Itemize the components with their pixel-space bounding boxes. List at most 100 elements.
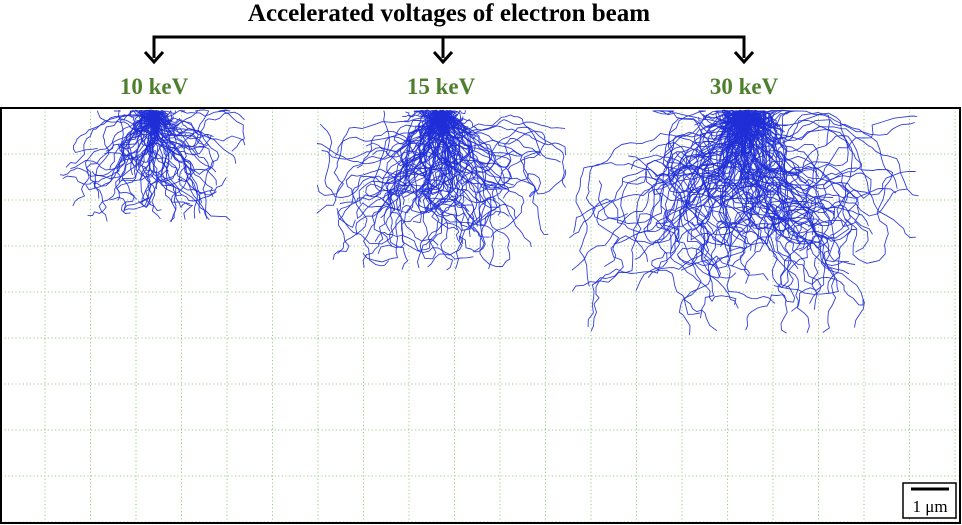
electron-trajectory-core bbox=[156, 112, 171, 126]
voltage-label-15kev: 15 keV bbox=[407, 74, 476, 99]
electron-trajectory bbox=[420, 111, 454, 271]
electron-trajectory-core bbox=[702, 112, 743, 124]
electron-trajectory bbox=[590, 111, 743, 332]
electron-trajectory bbox=[141, 111, 181, 208]
electron-trajectory-core bbox=[139, 112, 159, 135]
electron-trajectory-core bbox=[741, 112, 755, 141]
electron-trajectory bbox=[442, 111, 511, 267]
electron-trajectory bbox=[667, 111, 749, 269]
electron-trajectory-core bbox=[154, 112, 181, 127]
electron-trajectory bbox=[316, 111, 440, 165]
electron-trajectory-core bbox=[708, 112, 741, 141]
electron-trajectory-core bbox=[745, 111, 774, 120]
electron-trajectory-core bbox=[722, 109, 741, 121]
electron-trajectory bbox=[404, 111, 456, 195]
electron-trajectory-core bbox=[138, 109, 154, 132]
electron-trajectory-core bbox=[150, 110, 160, 123]
electron-trajectory-core bbox=[715, 109, 745, 123]
electron-trajectory bbox=[569, 111, 752, 239]
electron-trajectory-core bbox=[424, 112, 438, 140]
electron-trajectory bbox=[690, 111, 755, 247]
electron-trajectory bbox=[316, 111, 443, 196]
electron-trajectory bbox=[716, 111, 790, 304]
trajectory-cloud-30kev bbox=[569, 109, 919, 336]
electron-trajectory-core bbox=[438, 109, 459, 120]
electron-trajectory bbox=[321, 111, 439, 160]
electron-trajectory-core bbox=[441, 111, 456, 145]
bracket-line bbox=[152, 35, 746, 58]
electron-trajectory-core bbox=[431, 110, 442, 127]
electron-trajectory bbox=[744, 111, 849, 186]
electron-trajectory bbox=[677, 111, 748, 266]
electron-trajectory bbox=[413, 111, 464, 200]
electron-trajectory-core bbox=[719, 112, 745, 136]
arrow-head-left-icon bbox=[143, 50, 165, 65]
electron-trajectory bbox=[72, 111, 154, 207]
electron-trajectory bbox=[337, 111, 445, 228]
electron-trajectory-core bbox=[726, 112, 748, 130]
scale-bar-label: 1 μm bbox=[912, 497, 947, 516]
electron-trajectory bbox=[667, 111, 743, 279]
electron-trajectory-core bbox=[742, 112, 780, 140]
electron-trajectory bbox=[65, 111, 156, 168]
electron-trajectory bbox=[742, 111, 773, 252]
electron-trajectory bbox=[85, 111, 160, 217]
electron-trajectory bbox=[442, 111, 532, 248]
electron-trajectory bbox=[575, 111, 746, 287]
panel-border bbox=[0, 107, 961, 524]
electron-trajectory bbox=[706, 111, 869, 236]
electron-trajectory-core bbox=[147, 110, 169, 126]
electron-trajectory-core bbox=[736, 112, 760, 123]
voltage-label-30kev: 30 keV bbox=[710, 74, 779, 99]
electron-trajectory bbox=[710, 111, 831, 205]
electron-trajectory bbox=[728, 111, 853, 263]
voltage-label-10kev: 10 keV bbox=[120, 74, 189, 99]
electron-trajectory bbox=[740, 111, 823, 244]
electron-trajectory-core bbox=[135, 110, 159, 122]
electron-trajectory bbox=[121, 111, 155, 214]
scale-bar: 1 μm bbox=[902, 482, 957, 519]
electron-trajectory bbox=[742, 111, 857, 288]
electron-trajectory bbox=[746, 111, 808, 251]
trajectory-cloud-15kev bbox=[316, 109, 567, 271]
electron-trajectory bbox=[633, 111, 753, 262]
electron-trajectory bbox=[573, 111, 745, 233]
electron-trajectory bbox=[742, 111, 856, 265]
electron-trajectory bbox=[746, 111, 853, 204]
electron-trajectory bbox=[741, 111, 894, 264]
trajectory-layer bbox=[59, 109, 919, 336]
electron-trajectory bbox=[150, 111, 192, 222]
electron-trajectory bbox=[339, 111, 443, 204]
electron-trajectory-core bbox=[420, 110, 446, 123]
figure-title: Accelerated voltages of electron beam bbox=[248, 0, 650, 27]
electron-trajectory bbox=[740, 111, 872, 240]
electron-trajectory bbox=[691, 111, 746, 246]
electron-trajectory bbox=[72, 111, 153, 153]
electron-trajectory bbox=[745, 111, 873, 235]
electron-trajectory bbox=[741, 111, 916, 238]
electron-trajectory bbox=[749, 111, 841, 294]
electron-trajectory-core bbox=[429, 112, 455, 135]
electron-trajectory bbox=[157, 109, 245, 152]
electron-trajectory bbox=[388, 111, 442, 270]
electron-trajectory bbox=[735, 111, 839, 295]
arrow-head-middle-icon bbox=[432, 50, 454, 65]
electron-trajectory bbox=[151, 111, 227, 196]
electron-trajectory bbox=[571, 111, 743, 292]
arrow-head-right-icon bbox=[733, 50, 755, 65]
electron-trajectory bbox=[700, 111, 757, 319]
electron-trajectory bbox=[720, 111, 819, 181]
electron-trajectory bbox=[737, 111, 865, 328]
electron-trajectory bbox=[743, 111, 860, 223]
electron-trajectory bbox=[427, 111, 463, 268]
voltage-bracket bbox=[143, 35, 755, 65]
electron-trajectory bbox=[440, 111, 566, 188]
electron-trajectory bbox=[337, 111, 436, 254]
electron-trajectory bbox=[443, 111, 566, 139]
electron-trajectory bbox=[662, 111, 750, 229]
electron-trajectory bbox=[690, 111, 744, 241]
electron-trajectory bbox=[422, 111, 475, 230]
trajectory-cloud-10kev bbox=[59, 109, 246, 223]
electron-trajectory bbox=[743, 111, 835, 312]
